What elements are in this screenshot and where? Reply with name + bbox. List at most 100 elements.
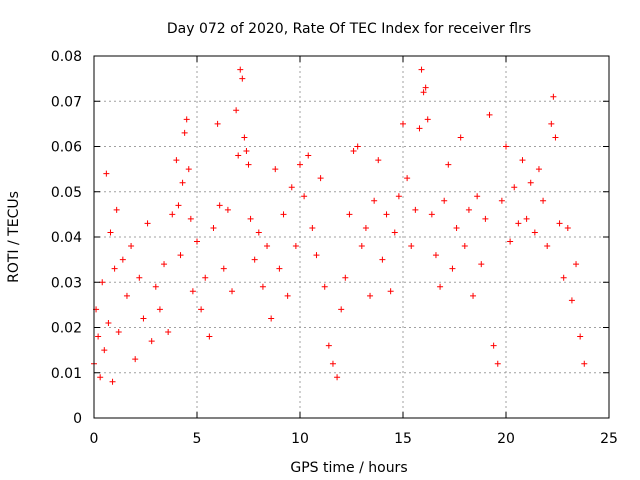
data-point — [132, 356, 139, 363]
data-point — [187, 215, 194, 222]
data-point — [552, 134, 559, 141]
data-points — [91, 66, 588, 385]
y-tick-label: 0.07 — [51, 94, 82, 110]
data-point — [210, 224, 217, 231]
data-point — [550, 93, 557, 100]
data-point — [478, 261, 485, 268]
data-point — [511, 184, 518, 191]
data-point — [140, 315, 147, 322]
data-point — [297, 161, 303, 168]
data-point — [418, 66, 425, 73]
data-point — [503, 143, 509, 150]
data-point — [523, 215, 530, 222]
x-tick-label: 15 — [394, 431, 412, 447]
data-point — [371, 197, 378, 204]
x-tick-label: 20 — [497, 431, 515, 447]
data-point — [111, 265, 118, 272]
data-point — [169, 211, 176, 218]
data-point — [461, 243, 468, 250]
data-point — [305, 152, 312, 159]
data-point — [317, 175, 324, 182]
data-point — [453, 224, 460, 231]
data-point — [329, 360, 336, 367]
data-point — [486, 111, 493, 118]
data-point — [358, 243, 365, 250]
data-point — [202, 274, 209, 281]
data-point — [280, 211, 287, 218]
data-point — [107, 229, 114, 236]
data-point — [507, 238, 514, 245]
data-point — [105, 319, 112, 326]
data-point — [564, 224, 571, 231]
data-point — [577, 333, 584, 340]
data-point — [173, 157, 180, 164]
data-point — [233, 107, 240, 114]
data-point — [465, 206, 472, 213]
data-point — [375, 157, 382, 164]
y-tick-label: 0.06 — [51, 140, 82, 156]
data-point — [342, 274, 349, 281]
data-point — [309, 224, 316, 231]
data-point — [432, 252, 439, 259]
data-point — [422, 84, 429, 91]
data-point — [136, 274, 143, 281]
data-point — [544, 243, 551, 250]
data-point — [301, 193, 308, 200]
data-point — [428, 211, 435, 218]
data-point — [276, 265, 283, 272]
data-point — [239, 75, 246, 82]
data-point — [404, 175, 411, 182]
y-tick-label: 0.01 — [51, 366, 82, 382]
data-point — [400, 120, 406, 127]
data-point — [346, 211, 353, 218]
data-point — [482, 215, 489, 222]
data-point — [288, 184, 295, 191]
grid-layer — [94, 56, 609, 418]
data-point — [144, 220, 151, 227]
y-tick-label: 0.05 — [51, 185, 82, 201]
data-point — [560, 274, 567, 281]
data-point — [350, 148, 357, 155]
data-point — [103, 170, 110, 177]
data-point — [156, 306, 163, 313]
data-point — [119, 256, 126, 263]
data-point — [391, 229, 398, 236]
axis-ticks: 0 5 10 15 20 25 0 0.01 0.02 0.03 0.04 0.05 0.06 0.07 0… — [51, 49, 618, 447]
data-point — [515, 220, 522, 227]
data-point — [313, 252, 320, 259]
data-point — [97, 374, 104, 381]
data-point — [161, 261, 168, 268]
data-point — [181, 129, 188, 136]
data-point — [474, 193, 481, 200]
data-point — [123, 292, 130, 299]
data-point — [185, 166, 192, 173]
data-point — [175, 202, 182, 209]
data-point — [519, 157, 526, 164]
data-point — [109, 378, 116, 385]
data-point — [224, 206, 231, 213]
data-point — [95, 333, 102, 340]
data-point — [214, 120, 221, 127]
data-point — [470, 292, 477, 299]
y-tick-label: 0.08 — [51, 49, 82, 65]
data-point — [216, 202, 223, 209]
data-point — [128, 243, 135, 250]
plot-frame — [93, 55, 610, 419]
data-point — [437, 283, 444, 290]
data-point — [535, 166, 542, 173]
data-point — [241, 134, 248, 141]
data-point — [424, 116, 431, 123]
data-point — [115, 329, 122, 336]
data-point — [229, 288, 236, 295]
data-point — [334, 374, 341, 381]
data-point — [412, 206, 419, 213]
data-point — [206, 333, 213, 340]
data-point — [457, 134, 464, 141]
data-point — [498, 197, 505, 204]
y-tick-label: 0.03 — [51, 275, 82, 291]
y-tick-label: 0.02 — [51, 321, 82, 337]
data-point — [220, 265, 227, 272]
data-point — [445, 161, 452, 168]
data-point — [420, 89, 427, 96]
